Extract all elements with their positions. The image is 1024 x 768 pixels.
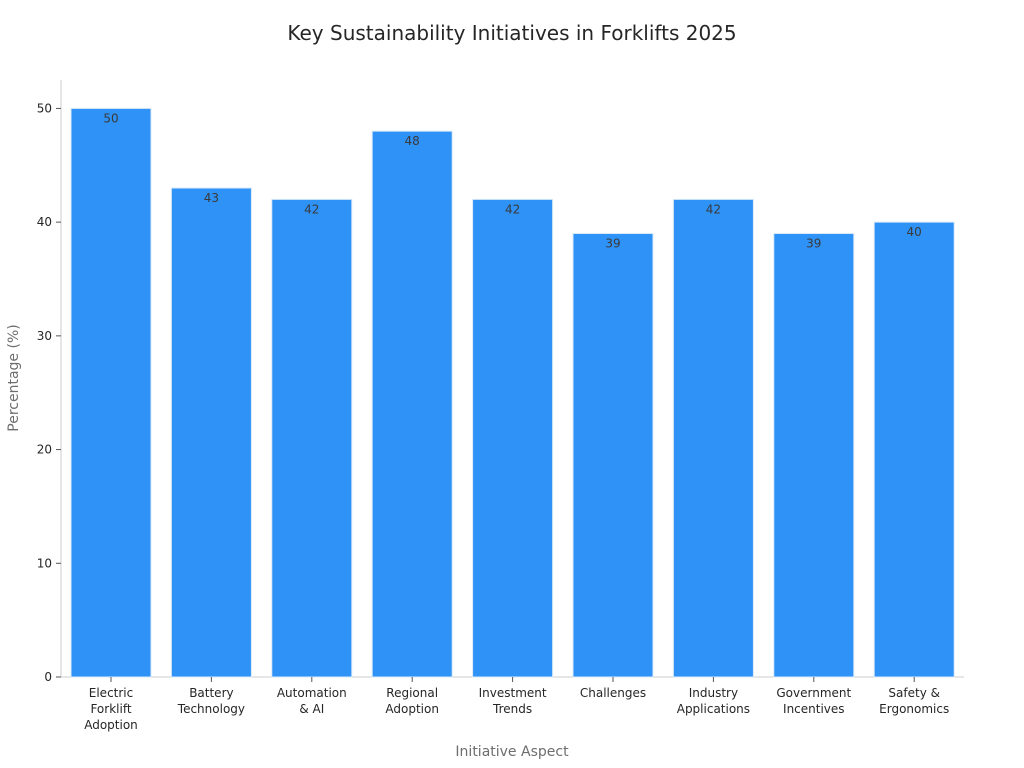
x-tick-label: Adoption <box>84 718 138 732</box>
x-tick-label: Government <box>776 686 851 700</box>
bar <box>672 198 754 678</box>
bar <box>472 198 554 678</box>
bar-value-label: 42 <box>304 202 319 216</box>
bar-value-label: 39 <box>605 237 620 251</box>
x-tick-label: Industry <box>689 686 738 700</box>
bar-value-label: 48 <box>405 134 420 148</box>
y-tick-label: 20 <box>37 443 52 457</box>
bar <box>773 233 855 678</box>
x-tick-label: Electric <box>89 686 133 700</box>
bar-value-label: 50 <box>103 111 118 125</box>
bar <box>371 130 453 678</box>
bars: 50 43 42 48 42 39 42 39 40 <box>70 107 955 678</box>
x-tick-label: Incentives <box>783 702 845 716</box>
x-tick-label: Challenges <box>580 686 646 700</box>
bar <box>873 221 955 678</box>
x-axis-ticks: Electric Forklift Adoption Battery Technolog… <box>84 677 949 732</box>
bar-value-label: 40 <box>907 225 922 239</box>
x-axis-label: Initiative Aspect <box>455 744 569 760</box>
y-tick-label: 10 <box>37 556 52 570</box>
bar <box>572 233 654 678</box>
y-tick-label: 40 <box>37 215 52 229</box>
x-tick-label: Safety & <box>888 686 940 700</box>
bar <box>271 198 353 678</box>
x-tick-label: Trends <box>492 702 532 716</box>
bar <box>70 107 152 678</box>
y-tick-label: 50 <box>37 101 52 115</box>
y-axis-label: Percentage (%) <box>6 324 22 431</box>
x-tick-label: Applications <box>677 702 750 716</box>
plot-area: 0 10 20 30 40 50 50 43 42 48 42 39 42 39 40 Electric F… <box>37 80 964 732</box>
chart-title: Key Sustainability Initiatives in Forkli… <box>287 21 736 45</box>
x-tick-label: Adoption <box>385 702 439 716</box>
x-tick-label: & AI <box>299 702 324 716</box>
y-axis-ticks: 0 10 20 30 40 50 <box>37 101 61 684</box>
bar-value-label: 42 <box>706 202 721 216</box>
x-tick-label: Investment <box>479 686 547 700</box>
x-tick-label: Regional <box>386 686 438 700</box>
bar <box>170 187 252 678</box>
x-tick-label: Technology <box>177 702 245 716</box>
x-tick-label: Battery <box>189 686 233 700</box>
y-tick-label: 30 <box>37 329 52 343</box>
bar-value-label: 42 <box>505 202 520 216</box>
x-tick-label: Ergonomics <box>879 702 949 716</box>
y-tick-label: 0 <box>44 670 52 684</box>
bar-value-label: 43 <box>204 191 219 205</box>
x-tick-label: Automation <box>277 686 347 700</box>
x-tick-label: Forklift <box>90 702 131 716</box>
bar-value-label: 39 <box>806 237 821 251</box>
